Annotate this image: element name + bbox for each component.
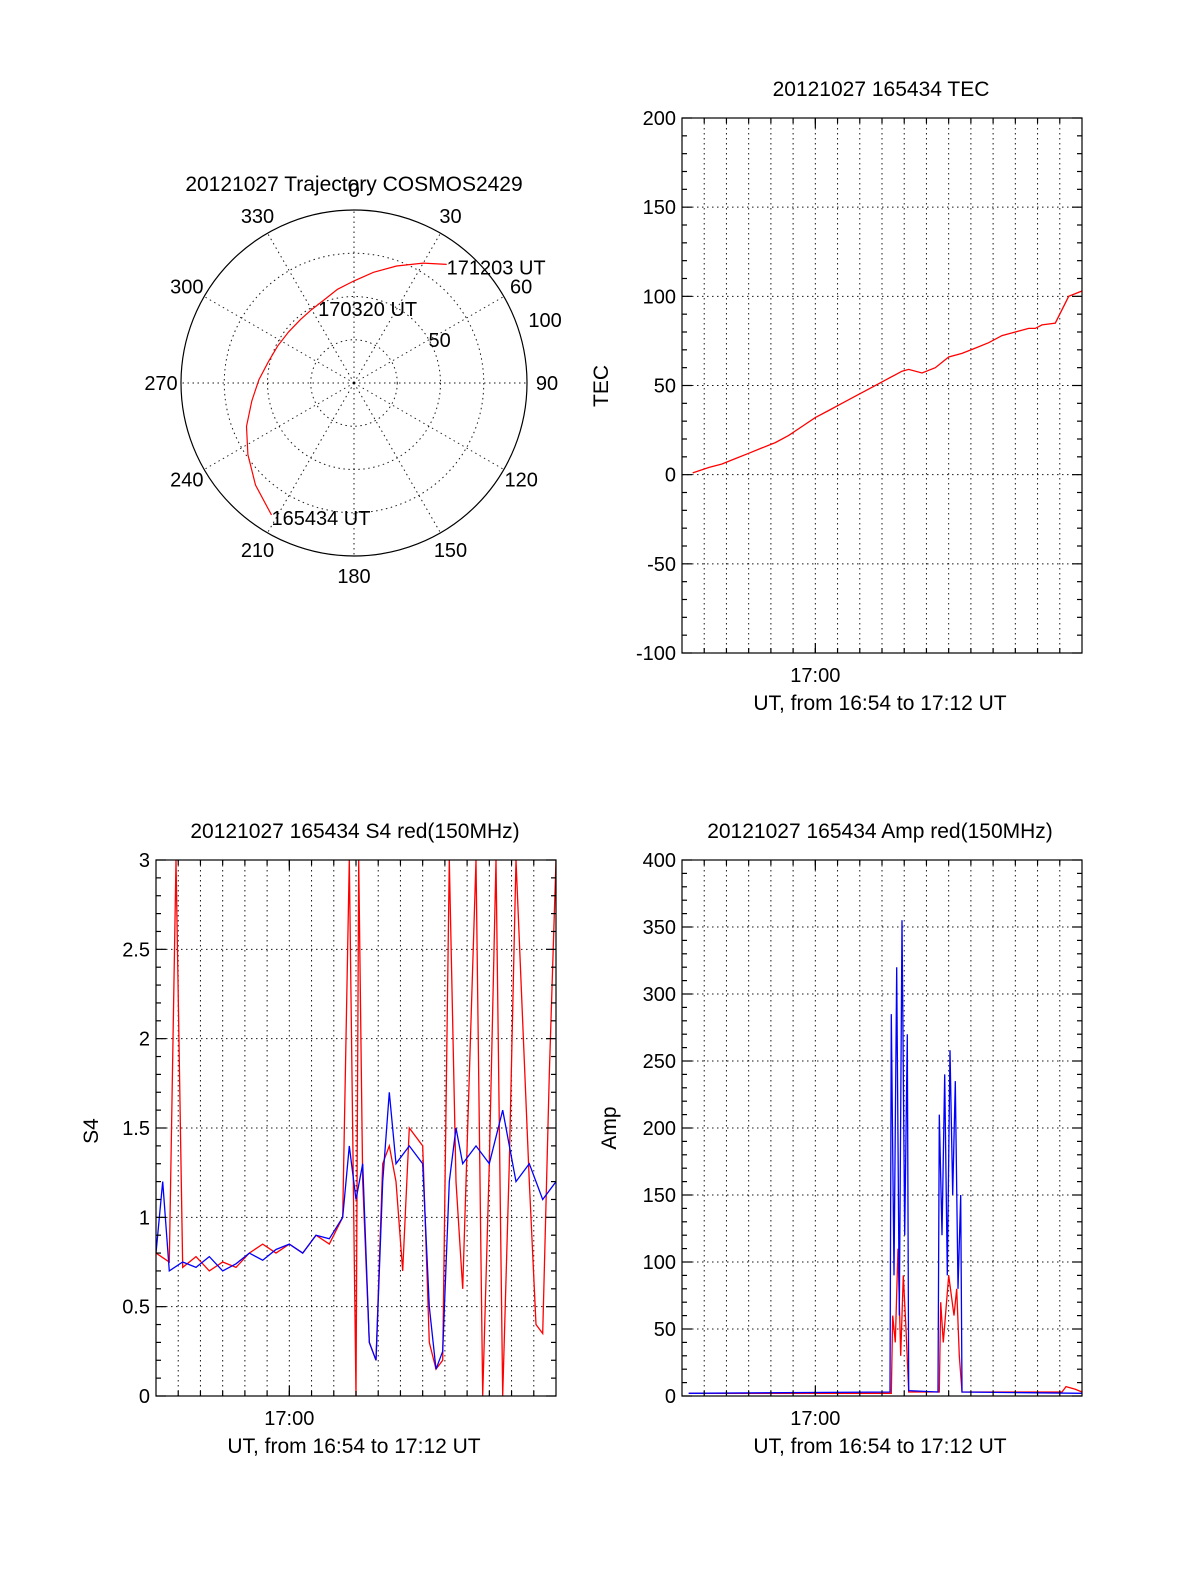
tec-grid [682,118,1082,653]
polar-spoke [267,382,355,534]
polar-spoke [267,232,355,384]
trajectory-title: 20121027 Trajectory COSMOS2429 [185,173,522,196]
tec-panel: 20121027 165434 TEC -100 -50 0 50 100 150 200 1… [590,78,1083,715]
s4-y-axis-label: S4 [80,1118,103,1144]
amp-title: 20121027 165434 Amp red(150MHz) [707,820,1053,843]
series-line [156,1092,556,1370]
y-tick-label: 2 [139,1029,150,1051]
tec-y-axis-label: TEC [590,365,613,407]
polar-outer-circle [180,209,528,557]
polar-azimuth-label: 300 [170,277,203,299]
y-tick-label: 0 [665,1386,676,1408]
amp-y-axis-label: Amp [598,1106,621,1149]
y-tick-label: 1.5 [122,1118,150,1140]
y-tick-label: -100 [636,643,676,665]
y-tick-label: 50 [654,1319,676,1341]
polar-ring [223,252,485,514]
polar-radius-label: 50 [429,330,451,352]
tec-series [692,290,1082,474]
y-tick-label: 400 [643,850,676,872]
polar-spoke [353,382,441,534]
y-tick-label: 200 [643,1118,676,1140]
y-tick-label: 0.5 [122,1297,150,1319]
s4-x-axis-label: UT, from 16:54 to 17:12 UT [227,1435,480,1458]
trajectory-panel: 20121027 Trajectory COSMOS2429 0 30 60 90 12… [144,173,561,588]
x-tick-label: 17:00 [790,1408,840,1430]
amp-series [688,920,1082,1394]
polar-spoke [353,382,505,470]
polar-spoke [353,296,505,384]
y-tick-label: 0 [665,465,676,487]
s4-series [156,860,556,1396]
polar-azimuth-label: 30 [439,206,461,228]
y-tick-label: 0 [139,1386,150,1408]
polar-spoke [203,296,355,384]
polar-azimuth-label: 60 [510,277,532,299]
polar-azimuth-label: 150 [434,540,467,562]
y-tick-label: 2.5 [122,939,150,961]
polar-azimuth-label: 0 [348,180,359,202]
amp-ticks: 0 50 100 150 200 250 300 350 400 17:00 [643,850,1082,1430]
x-tick-label: 17:00 [790,665,840,687]
series-line [688,1248,1082,1394]
polar-azimuth-label: 240 [170,470,203,492]
polar-spoke [353,232,441,384]
x-tick-label: 17:00 [264,1408,314,1430]
y-tick-label: 200 [643,108,676,130]
series-line [156,860,556,1396]
amp-panel: 20121027 165434 Amp red(150MHz) 0 50 100 15… [598,820,1083,1458]
polar-track: 165434 UT 170320 UT 171203 UT [245,257,546,530]
polar-azimuth-label: 90 [536,373,558,395]
y-tick-label: 50 [654,376,676,398]
trajectory-time-label: 170320 UT [318,299,417,321]
s4-panel: 20121027 165434 S4 red(150MHz) 0 0.5 1 1.5 2… [80,820,557,1458]
y-tick-label: 350 [643,917,676,939]
y-tick-label: 150 [643,1185,676,1207]
y-tick-label: 300 [643,984,676,1006]
y-tick-label: 100 [643,1252,676,1274]
s4-ticks: 0 0.5 1 1.5 2 2.5 3 17:00 [122,850,556,1430]
y-tick-label: 150 [643,197,676,219]
trajectory-line [245,262,447,516]
polar-labels: 0 30 60 90 120 150 180 210 240 270 300 330 50 100 [144,180,561,588]
polar-azimuth-label: 180 [337,566,370,588]
tec-title: 20121027 165434 TEC [773,78,990,101]
y-tick-label: 250 [643,1051,676,1073]
polar-azimuth-label: 270 [144,373,177,395]
y-tick-label: 3 [139,850,150,872]
polar-azimuth-label: 330 [241,206,274,228]
trajectory-time-label: 171203 UT [447,257,546,279]
amp-x-axis-label: UT, from 16:54 to 17:12 UT [753,1435,1006,1458]
series-line [688,920,1082,1394]
polar-ring [310,339,398,427]
polar-spoke [203,382,355,470]
polar-grid [181,210,527,556]
trajectory-time-label: 165434 UT [271,508,370,530]
tec-ticks: -100 -50 0 50 100 150 200 17:00 [636,108,1082,687]
y-tick-label: 1 [139,1207,150,1229]
s4-title: 20121027 165434 S4 red(150MHz) [190,820,519,843]
polar-radius-label: 100 [528,310,561,332]
tec-x-axis-label: UT, from 16:54 to 17:12 UT [753,692,1006,715]
y-tick-label: -50 [647,554,676,576]
polar-azimuth-label: 120 [504,470,537,492]
polar-azimuth-label: 210 [241,540,274,562]
series-line [692,290,1082,474]
amp-grid [682,860,1082,1396]
y-tick-label: 100 [643,286,676,308]
